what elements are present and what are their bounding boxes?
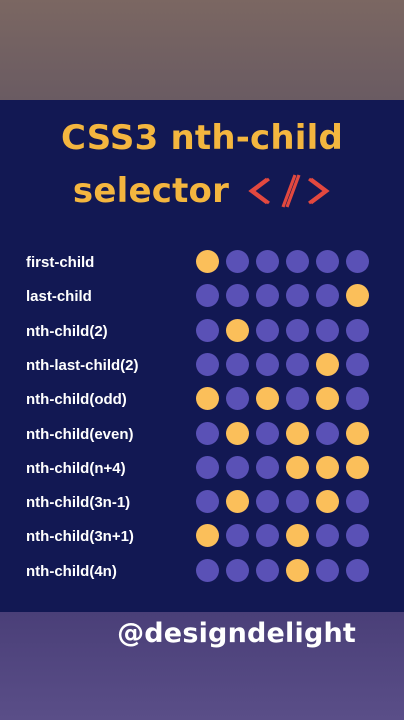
- element-dots: [196, 284, 369, 308]
- selected-element-dot: [226, 490, 249, 514]
- element-dot: [256, 250, 279, 273]
- selected-element-dot: [286, 524, 309, 548]
- selector-row: nth-child(2): [0, 315, 404, 349]
- element-dot: [256, 318, 279, 342]
- selected-element-dot: [256, 387, 279, 411]
- selected-element-dot: [346, 455, 369, 479]
- selected-element-dot: [316, 352, 339, 376]
- element-dot: [226, 352, 249, 376]
- selected-element-dot: [316, 490, 339, 514]
- element-dot: [316, 558, 339, 582]
- element-dot: [196, 352, 219, 376]
- title-line-1: CSS3 nth-child: [60, 118, 344, 158]
- selector-row: last-child: [0, 280, 404, 314]
- element-dot: [196, 421, 219, 445]
- element-dot: [316, 250, 339, 273]
- selector-label: last-child: [26, 288, 92, 306]
- element-dot: [286, 250, 309, 273]
- element-dot: [316, 318, 339, 342]
- element-dots: [196, 558, 369, 582]
- selector-row: first-child: [0, 246, 404, 280]
- element-dot: [226, 524, 249, 548]
- selected-element-dot: [316, 455, 339, 479]
- element-dot: [346, 352, 369, 376]
- element-dot: [316, 524, 339, 548]
- selected-element-dot: [286, 558, 309, 582]
- author-handle: @designdelight: [117, 618, 356, 649]
- element-dot: [346, 558, 369, 582]
- element-dot: [286, 490, 309, 514]
- selected-element-dot: [346, 421, 369, 445]
- selector-label: nth-child(3n-1): [26, 494, 131, 512]
- selected-element-dot: [346, 284, 369, 308]
- element-dot: [226, 558, 249, 582]
- selector-label: nth-child(3n+1): [26, 528, 134, 546]
- element-dots: [196, 490, 369, 514]
- element-dot: [196, 558, 219, 582]
- element-dot: [346, 387, 369, 411]
- selected-element-dot: [196, 250, 219, 273]
- code-icon: [248, 174, 330, 208]
- selector-label: first-child: [26, 254, 95, 271]
- element-dot: [316, 421, 339, 445]
- selected-element-dot: [226, 421, 249, 445]
- element-dot: [226, 284, 249, 308]
- element-dot: [256, 490, 279, 514]
- element-dot: [256, 284, 279, 308]
- element-dot: [196, 490, 219, 514]
- element-dots: [196, 455, 369, 479]
- selected-element-dot: [286, 421, 309, 445]
- selected-element-dot: [196, 387, 219, 411]
- selected-element-dot: [316, 387, 339, 411]
- element-dot: [346, 524, 369, 548]
- element-dot: [196, 455, 219, 479]
- selector-row: nth-child(odd): [0, 383, 404, 417]
- element-dot: [256, 558, 279, 582]
- element-dot: [226, 455, 249, 479]
- element-dots: [196, 387, 369, 411]
- title-line-2-row: selector: [0, 171, 404, 211]
- selector-row: nth-last-child(2): [0, 349, 404, 383]
- title-line-2: selector: [72, 171, 230, 211]
- element-dot: [286, 352, 309, 376]
- element-dots: [196, 250, 369, 273]
- selector-row: nth-child(even): [0, 418, 404, 452]
- element-dot: [196, 318, 219, 342]
- element-dot: [256, 524, 279, 548]
- element-dot: [286, 284, 309, 308]
- selected-element-dot: [286, 455, 309, 479]
- element-dots: [196, 524, 369, 548]
- element-dot: [196, 284, 219, 308]
- selector-row: nth-child(4n): [0, 555, 404, 589]
- element-dots: [196, 352, 369, 376]
- element-dot: [256, 455, 279, 479]
- element-dot: [316, 284, 339, 308]
- element-dot: [256, 352, 279, 376]
- element-dot: [286, 318, 309, 342]
- selector-row: nth-child(3n-1): [0, 486, 404, 520]
- element-dot: [226, 250, 249, 273]
- element-dot: [286, 387, 309, 411]
- selector-row: nth-child(3n+1): [0, 520, 404, 554]
- element-dot: [226, 387, 249, 411]
- selector-label: nth-child(2): [26, 322, 108, 340]
- selector-row: nth-child(n+4): [0, 452, 404, 486]
- selected-element-dot: [196, 524, 219, 548]
- selector-label: nth-child(odd): [26, 391, 127, 409]
- element-dot: [256, 421, 279, 445]
- selector-label: nth-child(n+4): [26, 459, 126, 477]
- selector-label: nth-child(even): [26, 425, 134, 443]
- selector-label: nth-child(4n): [26, 562, 117, 580]
- element-dots: [196, 318, 369, 342]
- element-dot: [346, 250, 369, 273]
- element-dot: [346, 318, 369, 342]
- selected-element-dot: [226, 318, 249, 342]
- element-dot: [346, 490, 369, 514]
- selector-label: nth-last-child(2): [26, 356, 139, 374]
- element-dots: [196, 421, 369, 445]
